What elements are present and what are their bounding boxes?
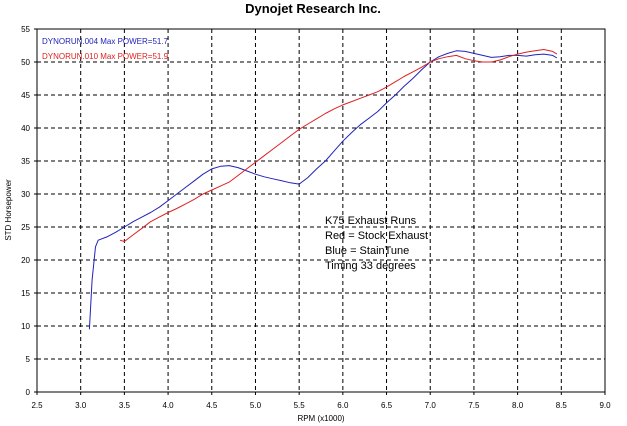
- x-tick-label: 5.0: [250, 401, 262, 410]
- annotation-line-1: K75 Exhaust Runs: [325, 215, 417, 227]
- chart-title: Dynojet Research Inc.: [245, 1, 381, 16]
- x-tick-label: 2.5: [31, 401, 43, 410]
- series-line-2: [119, 49, 558, 242]
- x-tick-label: 8.0: [512, 401, 524, 410]
- y-axis-label: STD Horsepower: [4, 179, 13, 241]
- y-tick-label: 5: [26, 355, 31, 364]
- series-line-1: [88, 50, 558, 330]
- x-tick-label: 4.0: [163, 401, 175, 410]
- data-series: [88, 49, 558, 330]
- y-tick-label: 10: [21, 322, 30, 331]
- legend-entry-2: DYNORUN.010 Max POWER=51.9: [42, 52, 169, 61]
- x-tick-label: 9.0: [599, 401, 611, 410]
- x-tick-label: 5.5: [294, 401, 306, 410]
- x-tick-label: 6.5: [381, 401, 393, 410]
- x-tick-label: 3.5: [119, 401, 131, 410]
- annotation-line-3: Blue = StainTune: [325, 245, 409, 257]
- x-tick-label: 3.0: [75, 401, 87, 410]
- x-tick-label: 7.5: [468, 401, 480, 410]
- x-tick-labels: 2.5 3.0 3.5 4.0 4.5 5.0 5.5 6.0 6.5 7.0 7.5 8.0 8.5 9…: [31, 401, 611, 410]
- legend-entry-1: DYNORUN.004 Max POWER=51.7: [42, 37, 169, 46]
- y-tick-labels: 0 5 10 15 20 25 30 35 40 45 50 55: [21, 25, 30, 397]
- axes: [34, 28, 606, 395]
- y-tick-label: 0: [26, 388, 31, 397]
- y-tick-label: 25: [21, 223, 30, 232]
- y-tick-label: 15: [21, 289, 30, 298]
- x-tick-label: 4.5: [206, 401, 218, 410]
- annotation-line-2: Red = Stock Exhaust: [325, 230, 428, 242]
- grid-lines: [37, 29, 605, 392]
- annotation-line-4: Timing 33 degrees: [325, 260, 416, 272]
- x-tick-label: 7.0: [425, 401, 437, 410]
- annotation-box: K75 Exhaust Runs Red = Stock Exhaust Blu…: [325, 215, 428, 272]
- y-tick-label: 55: [21, 25, 30, 34]
- y-tick-label: 30: [21, 190, 30, 199]
- x-tick-label: 8.5: [556, 401, 568, 410]
- y-tick-label: 35: [21, 157, 30, 166]
- legend: DYNORUN.004 Max POWER=51.7 DYNORUN.010 Ma…: [42, 37, 169, 61]
- y-tick-label: 45: [21, 91, 30, 100]
- y-tick-label: 40: [21, 124, 30, 133]
- plot-frame: [36, 28, 606, 393]
- x-tick-label: 6.0: [337, 401, 349, 410]
- y-tick-label: 20: [21, 256, 30, 265]
- y-tick-label: 50: [21, 58, 30, 67]
- x-axis-label: RPM (x1000): [297, 414, 344, 423]
